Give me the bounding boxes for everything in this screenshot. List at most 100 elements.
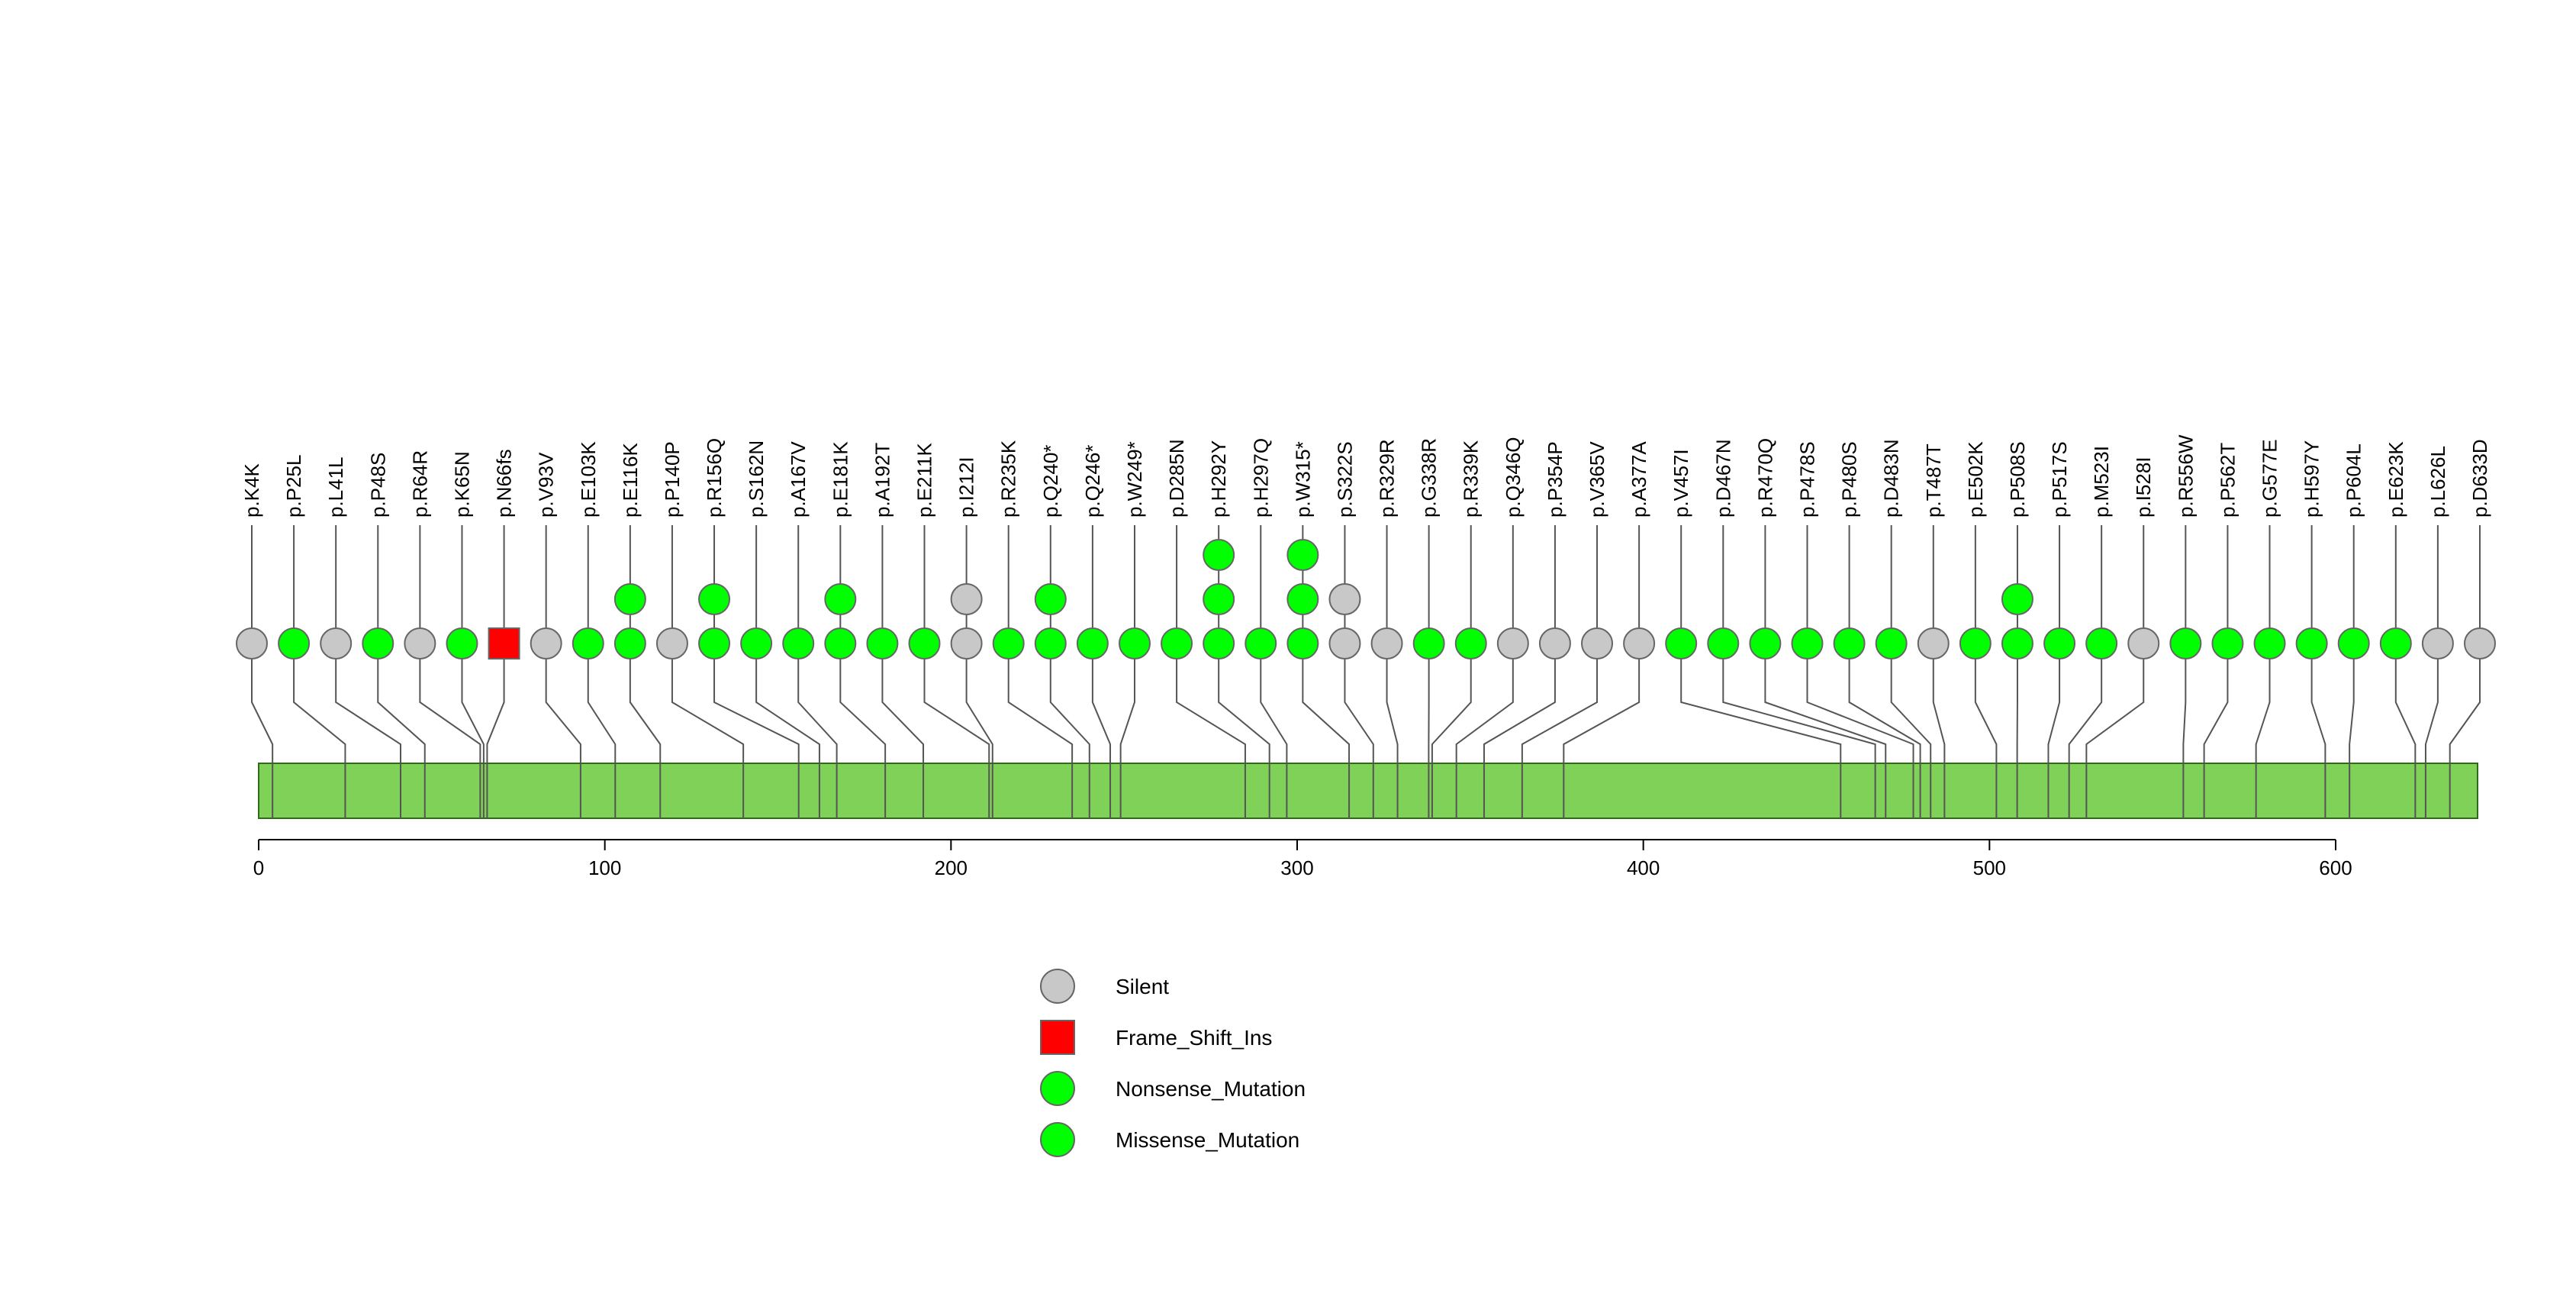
marker-pa167v-0 (782, 627, 815, 660)
mutation-label-pl41l: p.L41L (324, 456, 347, 518)
mutation-label-pa167v: p.A167V (787, 441, 810, 518)
connector-pw315 (1302, 643, 1351, 763)
mutation-label-pw249: p.W249* (1123, 441, 1146, 518)
marker-ps322s-0 (1328, 627, 1361, 660)
mutation-label-pp140p: p.P140P (661, 441, 684, 518)
marker-pg338r-0 (1412, 627, 1445, 660)
connector-pv365v (1521, 643, 1599, 763)
mutation-label-pq346q: p.Q346Q (1502, 437, 1525, 518)
connector-pr156q (713, 643, 800, 763)
marker-pe116k-0 (613, 627, 646, 660)
marker-pk4k-0 (236, 627, 268, 660)
connector-pp562t (2203, 643, 2229, 763)
mutation-label-pp25l: p.P25L (282, 455, 305, 518)
connector-pe623k (2394, 643, 2417, 763)
mutation-label-pe103k: p.E103K (577, 441, 600, 518)
connector-pe181k (839, 643, 887, 763)
connector-pa192t (881, 643, 925, 763)
mutation-label-pg577e: p.G577E (2259, 439, 2281, 518)
marker-pn66fs-0 (488, 627, 520, 660)
marker-pl626l-0 (2421, 627, 2454, 660)
connector-pr339k (1431, 643, 1472, 763)
mutation-label-pr329r: p.R329R (1376, 439, 1399, 518)
marker-pg577e-0 (2253, 627, 2286, 660)
mutation-label-pk65n: p.K65N (450, 451, 473, 518)
connector-pq246 (1091, 643, 1112, 763)
marker-pp478s-0 (1791, 627, 1824, 660)
mutation-label-pl626l: p.L626L (2426, 446, 2449, 518)
connector-pt487t (1932, 643, 1946, 763)
marker-pt487t-0 (1917, 627, 1950, 660)
x-tick-label-0: 0 (253, 856, 264, 879)
x-axis: 0 100 200 300 400 500 600 (253, 839, 2352, 879)
marker-ph292y-0 (1203, 627, 1235, 660)
mutation-label-pp478s: p.P478S (1795, 441, 1818, 518)
marker-pi212i-1 (950, 583, 983, 615)
connector-pq240 (1049, 643, 1090, 763)
marker-pp354p-0 (1538, 627, 1571, 660)
marker-pp517s-0 (2043, 627, 2076, 660)
connector-pp517s (2047, 643, 2061, 763)
mutation-position-ticks (272, 763, 2451, 818)
connector-pp478s (1806, 643, 1914, 763)
marker-pa377a-0 (1623, 627, 1656, 660)
connector-pw249 (1119, 643, 1135, 763)
mutation-label-pt487t: p.T487T (1922, 443, 1945, 518)
marker-pp508s-1 (2001, 583, 2033, 615)
connector-pl626l (2424, 643, 2439, 763)
mutation-label-pr339k: p.R339K (1460, 440, 1483, 518)
connector-pe502k (1974, 643, 1998, 763)
connector-ph292y (1218, 643, 1270, 763)
marker-pr556w-0 (2169, 627, 2202, 660)
marker-pe502k-0 (1959, 627, 1992, 660)
marker-pv93v-0 (530, 627, 562, 660)
marker-pp508s-0 (2001, 627, 2033, 660)
connector-pd633d (2449, 643, 2481, 763)
mutation-label-pk4k: p.K4K (240, 463, 263, 518)
mutation-markers (236, 539, 2496, 660)
marker-pw249-0 (1118, 627, 1151, 660)
legend-label-frame-shift-ins: Frame_Shift_Ins (1116, 1026, 1272, 1050)
marker-pe181k-1 (824, 583, 857, 615)
marker-pd633d-0 (2464, 627, 2496, 660)
mutation-label-pv93v: p.V93V (535, 452, 558, 518)
connector-pd285n (1176, 643, 1246, 763)
marker-pm523i-0 (2085, 627, 2118, 660)
marker-pr156q-1 (698, 583, 731, 615)
mutation-label-pd467n: p.D467N (1711, 439, 1734, 518)
connector-ps162n (755, 643, 820, 763)
connector-pr470q (1764, 643, 1887, 763)
marker-pp25l-0 (278, 627, 311, 660)
connector-pr329r (1386, 643, 1399, 763)
mutation-label-pp517s: p.P517S (2048, 441, 2071, 518)
lollipop-sticks (251, 525, 2481, 643)
legend-marker-nonsense-mutation (1040, 1071, 1075, 1106)
connector-ps322s (1344, 643, 1374, 763)
marker-ph597y-0 (2295, 627, 2328, 660)
mutation-label-ph297q: p.H297Q (1249, 438, 1272, 518)
mutation-label-pd633d: p.D633D (2468, 439, 2491, 518)
marker-pr235k-0 (992, 627, 1025, 660)
connector-pl41l (335, 643, 402, 763)
marker-ps162n-0 (740, 627, 773, 660)
legend-marker-silent (1040, 969, 1075, 1004)
mutation-label-pr156q: p.R156Q (703, 438, 726, 518)
marker-pr470q-0 (1749, 627, 1782, 660)
connector-pi528i (2085, 643, 2145, 763)
connector-pp354p (1483, 643, 1556, 763)
connector-pv457i (1680, 643, 1842, 763)
mutation-label-pq246: p.Q246* (1081, 445, 1104, 518)
marker-ph292y-2 (1203, 539, 1235, 571)
connector-pk65n (461, 643, 485, 763)
protein-domain-bar (258, 763, 2478, 819)
connector-ph597y (2310, 643, 2326, 763)
connector-pr556w (2182, 643, 2187, 763)
mutation-label-pv457i: p.V457I (1670, 449, 1692, 518)
connector-pq346q (1455, 643, 1514, 763)
connector-pe103k (587, 643, 617, 763)
marker-pi528i-0 (2127, 627, 2160, 660)
connector-pi212i (965, 643, 993, 763)
connector-pn66fs (486, 643, 505, 763)
marker-ps322s-1 (1328, 583, 1361, 615)
